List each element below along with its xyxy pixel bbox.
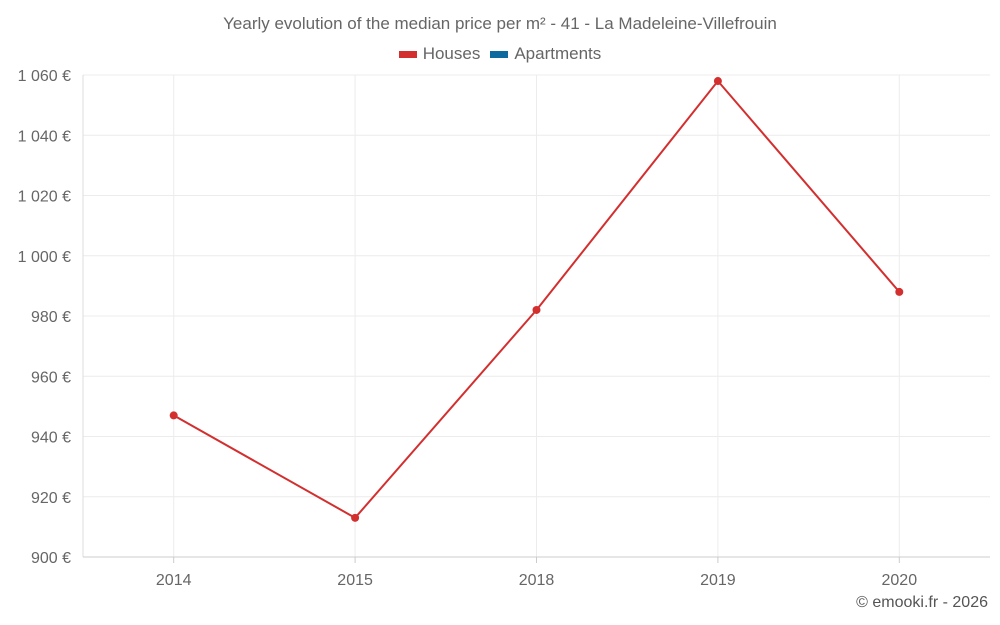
- chart-legend: Houses Apartments: [0, 44, 1000, 64]
- y-tick-label: 960 €: [31, 369, 71, 386]
- x-tick-label: 2015: [337, 572, 373, 589]
- y-tick-label: 1 040 €: [18, 128, 71, 145]
- data-point-houses-2015: [351, 513, 360, 522]
- x-tick-label: 2019: [700, 572, 736, 589]
- x-tick-label: 2014: [156, 572, 192, 589]
- legend-label-houses: Houses: [422, 44, 481, 63]
- chart-title: Yearly evolution of the median price per…: [223, 14, 777, 33]
- data-point-houses-2014: [169, 411, 178, 420]
- legend-item-houses[interactable]: Houses: [398, 44, 481, 64]
- x-tick-label: 2018: [519, 572, 555, 589]
- credit-text: © emooki.fr - 2026: [856, 594, 988, 611]
- data-point-houses-2019: [713, 77, 722, 86]
- legend-label-apartments: Apartments: [514, 44, 602, 63]
- y-tick-label: 1 020 €: [18, 189, 71, 206]
- y-tick-label: 980 €: [31, 309, 71, 326]
- data-point-houses-2020: [895, 287, 904, 296]
- legend-swatch-apartments: [490, 50, 509, 58]
- y-tick-label: 920 €: [31, 490, 71, 507]
- y-tick-label: 940 €: [31, 430, 71, 447]
- legend-swatch-houses: [398, 50, 417, 58]
- legend-item-apartments[interactable]: Apartments: [490, 44, 601, 64]
- y-tick-label: 1 060 €: [18, 68, 71, 85]
- y-tick-label: 1 000 €: [18, 249, 71, 266]
- data-point-houses-2018: [532, 305, 541, 314]
- x-tick-label: 2020: [882, 572, 918, 589]
- y-tick-label: 900 €: [31, 550, 71, 567]
